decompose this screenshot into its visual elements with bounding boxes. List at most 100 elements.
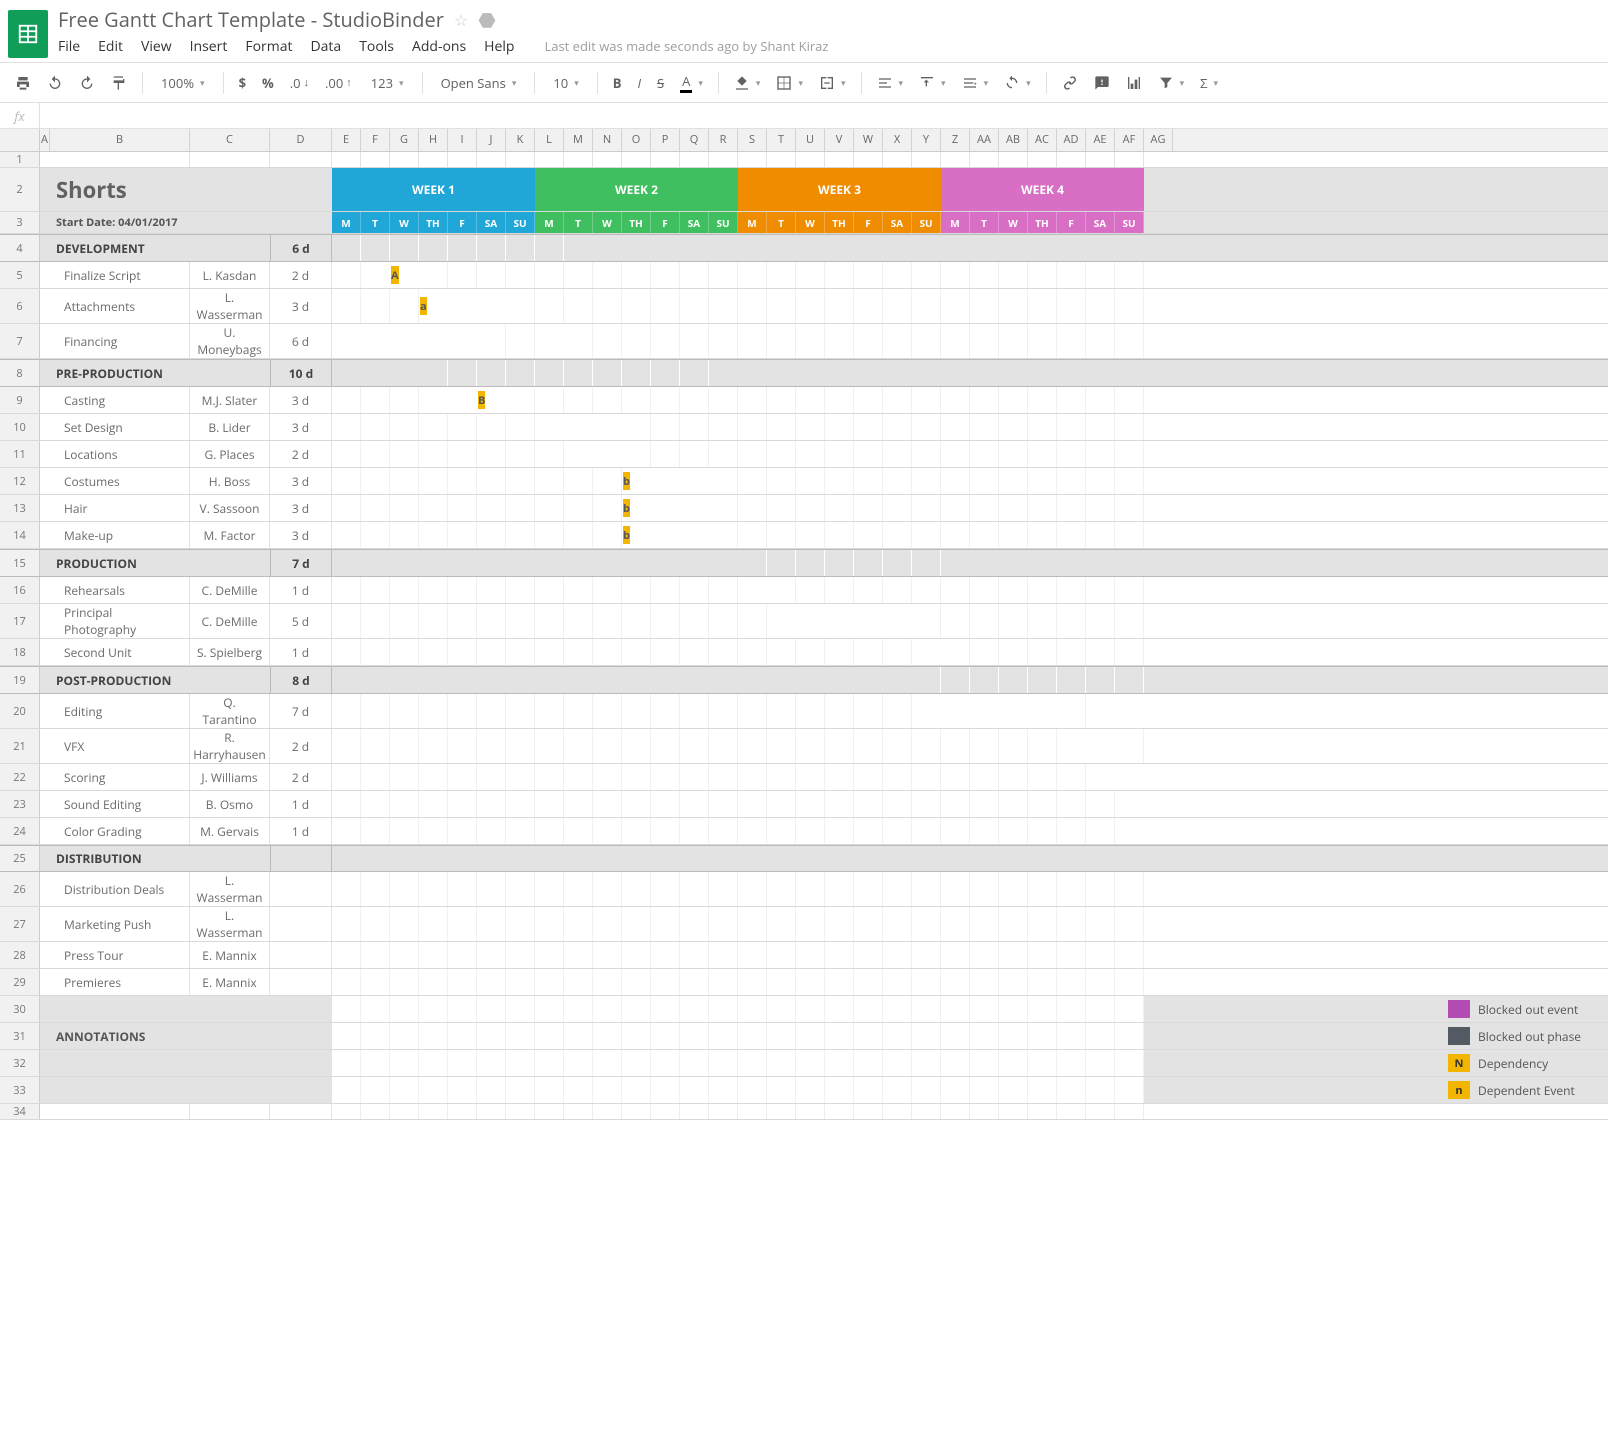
week-header[interactable]: WEEK 2 xyxy=(535,168,738,211)
day-header[interactable]: W xyxy=(796,212,825,233)
row-header[interactable]: 33 xyxy=(0,1077,40,1103)
task-owner[interactable]: U. Moneybags xyxy=(190,324,270,358)
row-header[interactable]: 25 xyxy=(0,846,40,871)
task-name[interactable]: Set Design xyxy=(50,414,190,440)
task-owner[interactable]: G. Places xyxy=(190,441,270,467)
percent-icon[interactable]: % xyxy=(257,71,279,95)
halign-icon[interactable] xyxy=(872,72,909,94)
task-owner[interactable]: E. Mannix xyxy=(190,942,270,968)
row-header[interactable]: 19 xyxy=(0,667,40,693)
col-header-Z[interactable]: Z xyxy=(941,129,970,151)
day-header[interactable]: T xyxy=(361,212,390,233)
day-header[interactable]: M xyxy=(332,212,361,233)
task-duration[interactable] xyxy=(270,969,332,995)
row-header[interactable]: 1 xyxy=(0,152,40,167)
section-duration[interactable] xyxy=(270,846,332,871)
task-duration[interactable]: 2 d xyxy=(270,764,332,790)
row-header[interactable]: 13 xyxy=(0,495,40,521)
task-owner[interactable]: Q. Tarantino xyxy=(190,694,270,728)
paint-format-icon[interactable] xyxy=(106,72,132,94)
fontsize-dropdown[interactable]: 10 xyxy=(545,71,586,95)
task-duration[interactable]: 3 d xyxy=(270,468,332,494)
zoom-dropdown[interactable]: 100% xyxy=(153,71,213,95)
day-header[interactable]: SA xyxy=(883,212,912,233)
task-name[interactable]: Costumes xyxy=(50,468,190,494)
row-header[interactable]: 12 xyxy=(0,468,40,494)
task-name[interactable]: Rehearsals xyxy=(50,577,190,603)
menu-edit[interactable]: Edit xyxy=(98,37,123,56)
row-header[interactable]: 5 xyxy=(0,262,40,288)
col-header-AD[interactable]: AD xyxy=(1057,129,1086,151)
task-owner[interactable]: V. Sassoon xyxy=(190,495,270,521)
task-owner[interactable]: H. Boss xyxy=(190,468,270,494)
doc-title[interactable]: Free Gantt Chart Template - StudioBinder xyxy=(58,6,444,33)
currency-icon[interactable]: $ xyxy=(234,71,251,95)
day-header[interactable]: W xyxy=(999,212,1028,233)
task-duration[interactable]: 5 d xyxy=(270,604,332,638)
col-header-W[interactable]: W xyxy=(854,129,883,151)
task-name[interactable]: Marketing Push xyxy=(50,907,190,941)
day-header[interactable]: TH xyxy=(825,212,854,233)
week-header[interactable]: WEEK 3 xyxy=(738,168,941,211)
col-header-AF[interactable]: AF xyxy=(1115,129,1144,151)
col-header-Y[interactable]: Y xyxy=(912,129,941,151)
row-header[interactable]: 22 xyxy=(0,764,40,790)
menu-file[interactable]: File xyxy=(58,37,80,56)
task-duration[interactable]: 1 d xyxy=(270,791,332,817)
col-header-J[interactable]: J xyxy=(477,129,506,151)
col-header-O[interactable]: O xyxy=(622,129,651,151)
functions-icon[interactable]: Σ xyxy=(1195,71,1223,95)
task-duration[interactable]: 3 d xyxy=(270,495,332,521)
row-header[interactable]: 2 xyxy=(0,168,40,211)
fill-color-icon[interactable] xyxy=(729,72,766,94)
day-header[interactable]: M xyxy=(535,212,564,233)
menu-tools[interactable]: Tools xyxy=(359,37,394,56)
menu-addons[interactable]: Add-ons xyxy=(412,37,466,56)
col-header-E[interactable]: E xyxy=(332,129,361,151)
task-owner[interactable]: M. Factor xyxy=(190,522,270,548)
row-header[interactable]: 24 xyxy=(0,818,40,844)
valign-icon[interactable] xyxy=(914,72,951,94)
task-name[interactable]: Financing xyxy=(50,324,190,358)
day-header[interactable]: TH xyxy=(622,212,651,233)
task-duration[interactable] xyxy=(270,907,332,941)
col-header-T[interactable]: T xyxy=(767,129,796,151)
last-edit-hint[interactable]: Last edit was made seconds ago by Shant … xyxy=(544,37,828,55)
task-duration[interactable] xyxy=(270,872,332,906)
section-name[interactable]: PRE-PRODUCTION xyxy=(50,360,270,386)
section-name[interactable]: POST-PRODUCTION xyxy=(50,667,270,693)
task-name[interactable]: Second Unit xyxy=(50,639,190,665)
task-duration[interactable]: 2 d xyxy=(270,441,332,467)
day-header[interactable]: W xyxy=(593,212,622,233)
sheets-logo-icon[interactable] xyxy=(8,10,48,58)
day-header[interactable]: W xyxy=(390,212,419,233)
row-header[interactable]: 3 xyxy=(0,212,40,233)
day-header[interactable]: F xyxy=(651,212,680,233)
task-owner[interactable]: L. Kasdan xyxy=(190,262,270,288)
row-header[interactable]: 30 xyxy=(0,996,40,1022)
col-header-B[interactable]: B xyxy=(50,129,190,151)
col-header-X[interactable]: X xyxy=(883,129,912,151)
row-header[interactable]: 8 xyxy=(0,360,40,386)
col-header-L[interactable]: L xyxy=(535,129,564,151)
task-duration[interactable]: 3 d xyxy=(270,414,332,440)
bold-icon[interactable]: B xyxy=(608,71,627,95)
task-duration[interactable]: 1 d xyxy=(270,639,332,665)
italic-icon[interactable]: I xyxy=(632,71,646,95)
link-icon[interactable] xyxy=(1057,72,1083,94)
col-header-AB[interactable]: AB xyxy=(999,129,1028,151)
task-duration[interactable]: 1 d xyxy=(270,818,332,844)
font-dropdown[interactable]: Open Sans xyxy=(433,71,525,95)
merge-icon[interactable] xyxy=(814,72,851,94)
task-name[interactable]: Color Grading xyxy=(50,818,190,844)
day-header[interactable]: M xyxy=(941,212,970,233)
task-name[interactable]: Distribution Deals xyxy=(50,872,190,906)
row-header[interactable]: 18 xyxy=(0,639,40,665)
col-header-A[interactable]: A xyxy=(40,129,50,151)
column-headers[interactable]: ABCDEFGHIJKLMNOPQRSTUVWXYZAAABACADAEAFAG xyxy=(0,129,1608,152)
task-name[interactable]: Hair xyxy=(50,495,190,521)
col-header-M[interactable]: M xyxy=(564,129,593,151)
task-owner[interactable]: M.J. Slater xyxy=(190,387,270,413)
more-formats-dropdown[interactable]: 123 xyxy=(363,71,412,95)
task-duration[interactable]: 1 d xyxy=(270,577,332,603)
